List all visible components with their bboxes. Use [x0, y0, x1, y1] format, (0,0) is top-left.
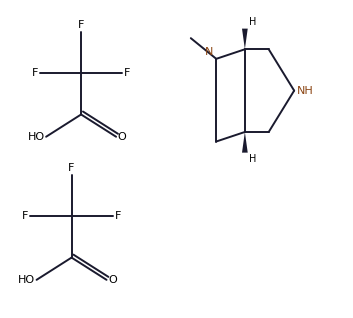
- Text: H: H: [249, 154, 256, 164]
- Text: F: F: [68, 163, 75, 173]
- Text: F: F: [78, 20, 84, 30]
- Text: HO: HO: [18, 275, 35, 285]
- Text: H: H: [249, 17, 256, 27]
- Polygon shape: [242, 29, 248, 49]
- Text: O: O: [118, 132, 126, 142]
- Polygon shape: [242, 132, 248, 153]
- Text: F: F: [32, 68, 38, 78]
- Text: F: F: [22, 211, 29, 221]
- Text: NH: NH: [297, 86, 313, 96]
- Text: F: F: [124, 68, 130, 78]
- Text: N: N: [205, 47, 214, 57]
- Text: O: O: [108, 275, 117, 285]
- Text: HO: HO: [28, 132, 44, 142]
- Text: F: F: [114, 211, 121, 221]
